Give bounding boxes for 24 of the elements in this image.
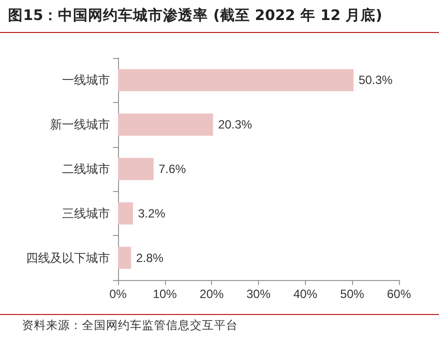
y-tick-label: 一线城市 [62,73,110,88]
data-label: 7.6% [158,162,186,176]
y-tick-label: 四线及以下城市 [26,250,110,265]
x-tick-label: 60% [386,287,412,301]
x-tick-label: 10% [152,287,178,301]
x-tick-label: 30% [246,287,271,301]
bar [118,69,354,92]
data-label: 50.3% [358,73,393,88]
y-tick-label: 三线城市 [62,206,110,220]
x-tick-label: 40% [293,287,318,301]
x-tick-label: 20% [200,287,224,301]
bar [118,202,133,224]
y-tick-label: 新一线城市 [50,118,110,132]
chart-title: 图15：中国网约车城市渗透率 (截至 2022 年 12 月底) [8,6,382,25]
data-label: 20.3% [218,118,252,132]
y-tick-label: 二线城市 [62,162,110,176]
bar [118,158,154,180]
data-label: 2.8% [136,250,164,265]
text: 资料来源：全国网约车监管信息交互平台 [22,318,238,333]
bar [118,246,132,269]
x-tick-label: 50% [340,287,364,301]
data-label: 3.2% [138,206,166,220]
x-tick-label: 0% [109,287,127,301]
bar [118,114,214,136]
